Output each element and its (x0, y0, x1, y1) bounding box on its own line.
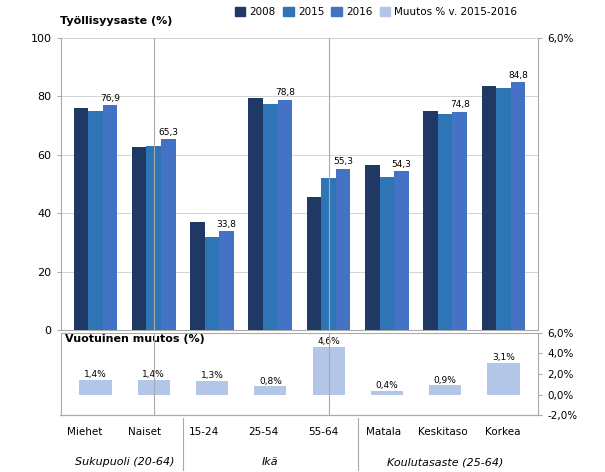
Text: 76,9: 76,9 (100, 94, 120, 103)
Text: 4,6%: 4,6% (317, 337, 340, 346)
Bar (254, 387, 286, 395)
Text: Korkea: Korkea (485, 427, 520, 437)
Bar (365, 165, 379, 330)
Bar (496, 87, 511, 330)
Bar (379, 177, 394, 330)
Bar (453, 111, 467, 330)
Bar (313, 347, 345, 395)
Bar (196, 381, 228, 395)
Text: Naiset: Naiset (128, 427, 161, 437)
Text: Ikä: Ikä (262, 457, 279, 467)
Bar (511, 82, 525, 330)
Bar (220, 231, 234, 330)
Text: 0,8%: 0,8% (259, 377, 282, 386)
Legend: 2008, 2015, 2016, Muutos % v. 2015-2016: 2008, 2015, 2016, Muutos % v. 2015-2016 (233, 5, 519, 19)
Text: Vuotuinen muutos (%): Vuotuinen muutos (%) (65, 335, 205, 345)
Bar (336, 169, 350, 330)
Text: 84,8: 84,8 (508, 71, 528, 80)
Text: Keskitaso: Keskitaso (418, 427, 468, 437)
Text: Työllisyysaste (%): Työllisyysaste (%) (60, 16, 173, 26)
Bar (278, 100, 292, 330)
Text: 0,4%: 0,4% (376, 381, 398, 390)
Bar (103, 105, 117, 330)
Text: 78,8: 78,8 (275, 88, 295, 97)
Bar (438, 114, 453, 330)
Bar (488, 362, 520, 395)
Bar (263, 103, 278, 330)
Bar (321, 178, 336, 330)
Text: 1,4%: 1,4% (84, 371, 107, 379)
Text: 54,3: 54,3 (391, 160, 411, 169)
Bar (429, 386, 461, 395)
Bar (161, 139, 175, 330)
Text: Miehet: Miehet (67, 427, 102, 437)
Bar (482, 86, 496, 330)
Bar (74, 108, 88, 330)
Text: 3,1%: 3,1% (492, 353, 515, 362)
Bar (190, 222, 204, 330)
Bar (424, 111, 438, 330)
Text: 15-24: 15-24 (189, 427, 219, 437)
Bar (249, 98, 263, 330)
Bar (371, 391, 403, 395)
Text: 0,9%: 0,9% (434, 376, 457, 385)
Bar (307, 197, 321, 330)
Text: Matala: Matala (365, 427, 401, 437)
Text: 55-64: 55-64 (309, 427, 339, 437)
Text: 1,4%: 1,4% (142, 371, 165, 379)
Text: 33,8: 33,8 (217, 220, 237, 229)
Bar (79, 380, 111, 395)
Text: 1,3%: 1,3% (201, 371, 223, 380)
Text: Koulutasaste (25-64): Koulutasaste (25-64) (387, 457, 503, 467)
Text: 65,3: 65,3 (159, 128, 178, 137)
Text: 55,3: 55,3 (333, 157, 353, 166)
Text: 74,8: 74,8 (450, 100, 469, 109)
Text: 25-54: 25-54 (249, 427, 279, 437)
Bar (132, 147, 146, 330)
Bar (138, 380, 170, 395)
Bar (146, 146, 161, 330)
Bar (394, 171, 409, 330)
Bar (88, 111, 103, 330)
Bar (204, 237, 220, 330)
Text: Sukupuoli (20-64): Sukupuoli (20-64) (75, 457, 174, 467)
